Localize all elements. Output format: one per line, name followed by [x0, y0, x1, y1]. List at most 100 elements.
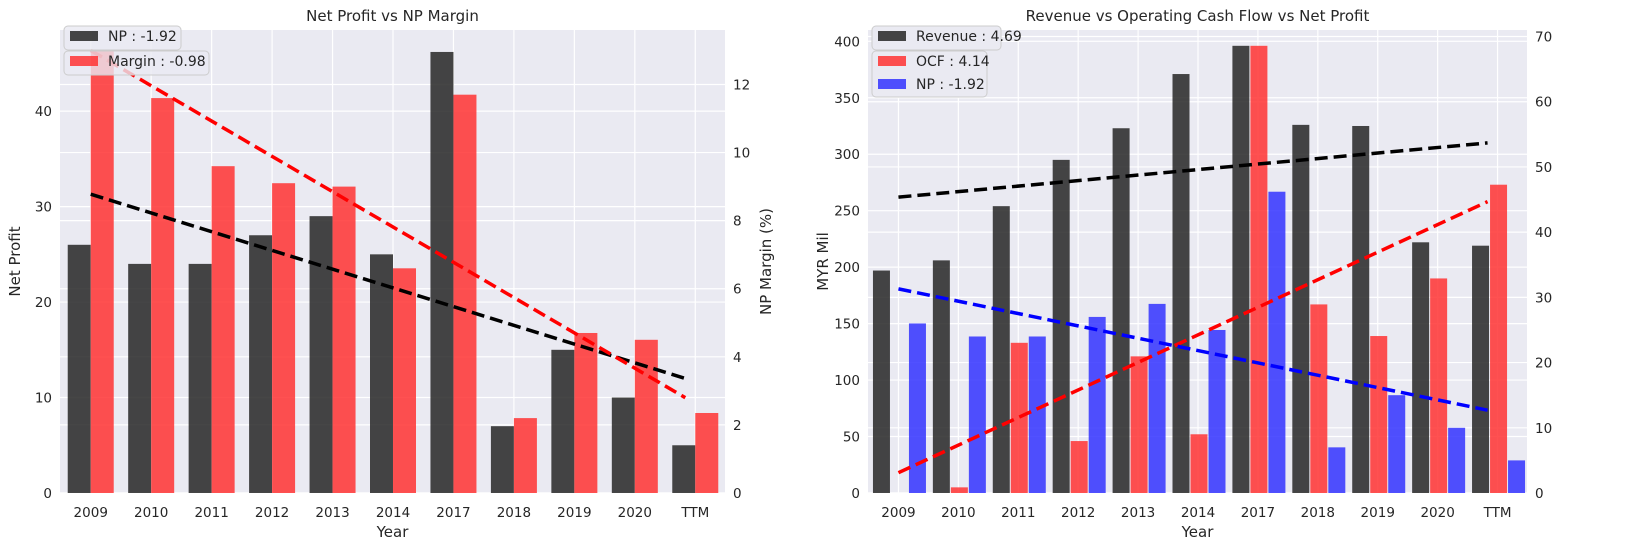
bars	[872, 45, 1526, 494]
x-tick-label: 2020	[1420, 505, 1454, 521]
bar-revenue-2020	[1412, 242, 1430, 493]
legend-label: OCF : 4.14	[916, 54, 990, 70]
x-tick-label: 2019	[557, 505, 591, 521]
bar-margin-2019	[574, 332, 598, 493]
bar-ocf-ttm	[1490, 184, 1508, 493]
y2-tick-label: 0	[1535, 486, 1544, 502]
x-tick-label: 2017	[1241, 505, 1275, 521]
bar-margin-2017	[453, 94, 477, 493]
bar-ocf-2019	[1370, 336, 1388, 493]
legend-label: Revenue : 4.69	[916, 29, 1022, 45]
x-tick-label: 2014	[376, 505, 410, 521]
chart-net-profit-vs-margin: 2009 2010 2011 2012 2013 2014 2017 2018 2019 2020…	[6, 7, 775, 541]
x-tick-label: 2019	[1361, 505, 1395, 521]
bar-ocf-2020	[1430, 278, 1448, 493]
bar-ocf-2017	[1250, 45, 1268, 494]
y-tick-label: 300	[834, 147, 860, 163]
bar-np-2019	[551, 349, 575, 493]
chart-title: Net Profit vs NP Margin	[306, 7, 479, 25]
y2-tick-label: 10	[1535, 421, 1552, 437]
legend-swatch	[878, 56, 906, 66]
bar-np-2018	[1328, 447, 1346, 493]
bar-np-2014	[370, 254, 393, 493]
y2-tick-label: 4	[733, 350, 742, 366]
x-axis-label: Year	[1181, 523, 1215, 541]
bar-np-2017	[430, 51, 454, 494]
y-tick-label: 100	[834, 373, 860, 389]
tick-labels: 2009 2010 2011 2012 2013 2014 2017 2018 2019 2020…	[35, 77, 750, 521]
bar-margin-2010	[151, 98, 175, 494]
bar-revenue-2009	[872, 270, 890, 493]
x-tick-label: 2017	[436, 505, 470, 521]
y2-tick-label: 70	[1535, 30, 1552, 46]
y-tick-label: 50	[843, 430, 860, 446]
x-tick-label: TTM	[680, 505, 709, 521]
bar-np-2013	[1148, 303, 1166, 493]
y-tick-label: 0	[851, 486, 860, 502]
x-tick-label: 2018	[497, 505, 531, 521]
x-tick-label: 2011	[194, 505, 228, 521]
x-tick-label: 2011	[1001, 505, 1035, 521]
legend: Revenue : 4.69 OCF : 4.14 NP : -1.92	[871, 25, 1022, 98]
y-tick-label: 150	[834, 317, 860, 333]
x-tick-label: 2012	[1061, 505, 1095, 521]
legend-box	[63, 50, 210, 76]
bar-ocf-2010	[950, 487, 968, 493]
y2-tick-label: 30	[1535, 290, 1552, 306]
x-tick-label: TTM	[1483, 505, 1512, 521]
bar-revenue-2018	[1292, 124, 1310, 494]
legend-swatch	[70, 31, 98, 41]
bar-np-2018	[490, 426, 514, 493]
trendline-margin	[89, 48, 687, 400]
bar-margin-2009	[90, 50, 114, 493]
y-tick-label: 40	[35, 104, 52, 120]
bar-revenue-2014	[1172, 74, 1190, 493]
bar-np-2009	[67, 244, 91, 493]
bar-revenue-2012	[1052, 159, 1070, 494]
y-tick-label: 400	[834, 34, 860, 50]
y-axis-label: MYR Mil	[814, 232, 832, 291]
y-tick-label: 350	[834, 91, 860, 107]
chart-revenue-ocf-np: 2009 2010 2011 2012 2013 2014 2017 2018 2019 2020…	[814, 7, 1552, 541]
bar-margin-2012	[272, 183, 296, 493]
x-tick-label: 2018	[1301, 505, 1335, 521]
bar-np-2019	[1388, 395, 1406, 493]
y-tick-label: 200	[834, 260, 860, 276]
trendlines	[897, 141, 1489, 475]
bar-margin-2018	[513, 418, 537, 493]
bar-revenue-2019	[1352, 125, 1370, 494]
legend-swatch	[878, 31, 906, 41]
bar-margin-2013	[332, 186, 356, 493]
x-axis-label: Year	[376, 523, 410, 541]
bar-ocf-2018	[1310, 304, 1328, 493]
bar-np-2020	[1448, 427, 1466, 493]
bar-np-ttm	[672, 445, 696, 493]
bar-np-2010	[968, 336, 986, 493]
y2-tick-label: 50	[1535, 160, 1552, 176]
y-tick-label: 10	[35, 391, 52, 407]
bar-ocf-2011	[1010, 342, 1028, 493]
bar-ocf-2014	[1190, 434, 1208, 493]
y-tick-label: 30	[35, 200, 52, 216]
bar-np-2009	[908, 323, 926, 493]
legend-label: NP : -1.92	[108, 29, 177, 45]
y2-tick-label: 6	[733, 282, 742, 298]
y-axis-label: Net Profit	[6, 226, 24, 296]
x-tick-label: 2010	[134, 505, 168, 521]
bar-margin-2011	[211, 166, 235, 494]
trendline-np	[898, 287, 1488, 412]
y2-tick-label: 2	[733, 418, 742, 434]
bar-np-2011	[1028, 336, 1046, 493]
y2-tick-label: 40	[1535, 225, 1552, 241]
bar-revenue-2010	[932, 260, 950, 493]
bar-np-2017	[1268, 191, 1286, 493]
legend: NP : -1.92 Margin : -0.98	[63, 25, 210, 76]
bar-ocf-2012	[1070, 441, 1088, 493]
x-tick-label: 2013	[1121, 505, 1155, 521]
bar-np-2020	[611, 397, 635, 493]
bar-revenue-2011	[992, 206, 1010, 494]
x-tick-label: 2009	[74, 505, 108, 521]
bar-ocf-2013	[1130, 356, 1148, 493]
y2-tick-label: 10	[733, 146, 750, 162]
